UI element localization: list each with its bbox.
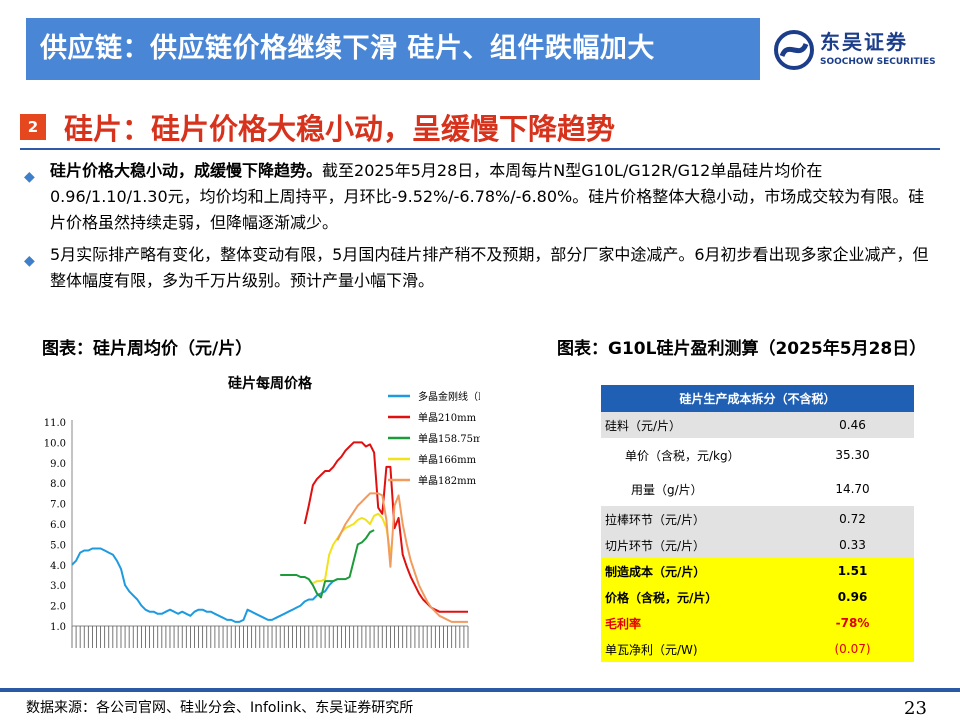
table-row: 用量（g/片） 14.70 xyxy=(601,472,914,506)
logo-en-text: SOOCHOW SECURITIES xyxy=(820,57,936,67)
table-row: 切片环节（元/片） 0.33 xyxy=(601,532,914,558)
bullet-item: ◆ 5月实际排产略有变化，整体变动有限，5月国内硅片排产稍不及预期，部分厂家中途… xyxy=(24,242,934,294)
footer-divider xyxy=(0,688,960,692)
series-line xyxy=(303,441,468,613)
row-label: 制造成本（元/片） xyxy=(601,558,791,584)
bullet-text: 截至2025年5月28日，本周每片N型G10L/G12R/G12单晶硅片均价在0… xyxy=(50,161,925,232)
section-title: 硅片：硅片价格大稳小动，呈缓慢下降趋势 xyxy=(64,112,616,146)
bullet-text: 5月实际排产略有变化，整体变动有限，5月国内硅片排产稍不及预期，部分厂家中途减产… xyxy=(50,245,929,290)
page-title: 供应链：供应链价格继续下滑 硅片、组件跌幅加大 xyxy=(40,33,655,64)
row-value: 35.30 xyxy=(835,448,870,462)
data-source: 数据来源：各公司官网、硅业分会、Infolink、东吴证券研究所 xyxy=(26,700,414,716)
y-tick-label: 1.0 xyxy=(50,622,66,633)
series-line xyxy=(280,529,375,599)
row-label: 单瓦净利（元/W) xyxy=(601,636,791,662)
logo-swirl-icon xyxy=(774,30,814,70)
row-value: 1.51 xyxy=(791,558,914,584)
row-label: 单价（含税，元/kg） xyxy=(625,448,740,463)
row-label: 切片环节（元/片） xyxy=(601,532,791,558)
legend-label: 单晶158.75mm（RMB） xyxy=(418,433,480,445)
header-banner: 供应链：供应链价格继续下滑 硅片、组件跌幅加大 xyxy=(26,18,760,80)
legend-label: 单晶182mm（RMB） xyxy=(418,475,480,487)
table-row: 硅料（元/片） 0.46 xyxy=(601,412,914,438)
table-row: 价格（含税，元/片） 0.96 xyxy=(601,584,914,610)
right-table-caption: 图表：G10L硅片盈利测算（2025年5月28日） xyxy=(557,339,927,359)
row-value: -78% xyxy=(791,610,914,636)
row-value: 0.96 xyxy=(791,584,914,610)
row-label: 拉棒环节（元/片） xyxy=(601,506,791,532)
price-chart-svg: 硅片每周价格 1.0 2.0 3.0 4.0 5.0 6.0 7.0 8.0 9.0 10.0 11.… xyxy=(44,375,480,648)
series-line xyxy=(71,547,338,623)
diamond-bullet-icon: ◆ xyxy=(24,253,35,269)
table-row: 毛利率 -78% xyxy=(601,610,914,636)
row-label: 毛利率 xyxy=(601,610,791,636)
row-value: 0.46 xyxy=(791,412,914,438)
y-tick-label: 8.0 xyxy=(50,479,66,490)
y-tick-label: 9.0 xyxy=(50,459,66,470)
y-tick-label: 7.0 xyxy=(50,500,66,511)
table-row: 拉棒环节（元/片） 0.72 xyxy=(601,506,914,532)
y-tick-label: 6.0 xyxy=(50,520,66,531)
row-value: (0.07) xyxy=(791,636,914,662)
page-number: 23 xyxy=(904,698,927,719)
y-tick-label: 4.0 xyxy=(50,561,66,572)
row-value: 0.72 xyxy=(791,506,914,532)
table-header: 硅片生产成本拆分（不含税） xyxy=(601,385,914,412)
price-chart: 硅片每周价格 1.0 2.0 3.0 4.0 5.0 6.0 7.0 8.0 9.0 10.0 11.… xyxy=(38,364,480,668)
chart-title: 硅片每周价格 xyxy=(228,375,313,392)
series-line xyxy=(312,512,392,585)
table-row: 单价（含税，元/kg） 35.30 xyxy=(601,438,914,472)
row-value: 0.33 xyxy=(791,532,914,558)
bullet-bold-text: 硅片价格大稳小动，成缓慢下降趋势。 xyxy=(50,161,323,180)
legend-label: 单晶166mm（RMB） xyxy=(418,454,480,466)
diamond-bullet-icon: ◆ xyxy=(24,169,35,185)
section-divider xyxy=(20,148,940,150)
company-logo: 东吴证券 SOOCHOW SECURITIES xyxy=(774,24,944,80)
y-tick-label: 3.0 xyxy=(50,581,66,592)
series-line xyxy=(336,492,468,623)
y-tick-label: 2.0 xyxy=(50,602,66,613)
y-tick-label: 5.0 xyxy=(50,540,66,551)
left-chart-caption: 图表：硅片周均价（元/片） xyxy=(42,339,253,359)
row-label: 用量（g/片） xyxy=(631,482,703,497)
table-row: 单瓦净利（元/W) (0.07) xyxy=(601,636,914,662)
bullet-item: ◆ 硅片价格大稳小动，成缓慢下降趋势。截至2025年5月28日，本周每片N型G1… xyxy=(24,158,934,236)
y-tick-label: 10.0 xyxy=(44,438,66,449)
section-number: 2 xyxy=(20,114,46,140)
row-label: 硅料（元/片） xyxy=(601,412,791,438)
legend-label: 单晶210mm（RMB） xyxy=(418,412,480,424)
table-header-row: 硅片生产成本拆分（不含税） xyxy=(601,385,914,412)
table-row: 制造成本（元/片） 1.51 xyxy=(601,558,914,584)
row-value: 14.70 xyxy=(835,482,870,496)
legend-label: 多晶金刚线（RMB） xyxy=(418,390,480,403)
row-label: 价格（含税，元/片） xyxy=(601,584,791,610)
y-tick-label: 11.0 xyxy=(44,418,66,429)
cost-table: 硅片生产成本拆分（不含税） 硅料（元/片） 0.46 单价（含税，元/kg） 35.3… xyxy=(601,385,914,662)
logo-cn-text: 东吴证券 xyxy=(820,30,908,54)
